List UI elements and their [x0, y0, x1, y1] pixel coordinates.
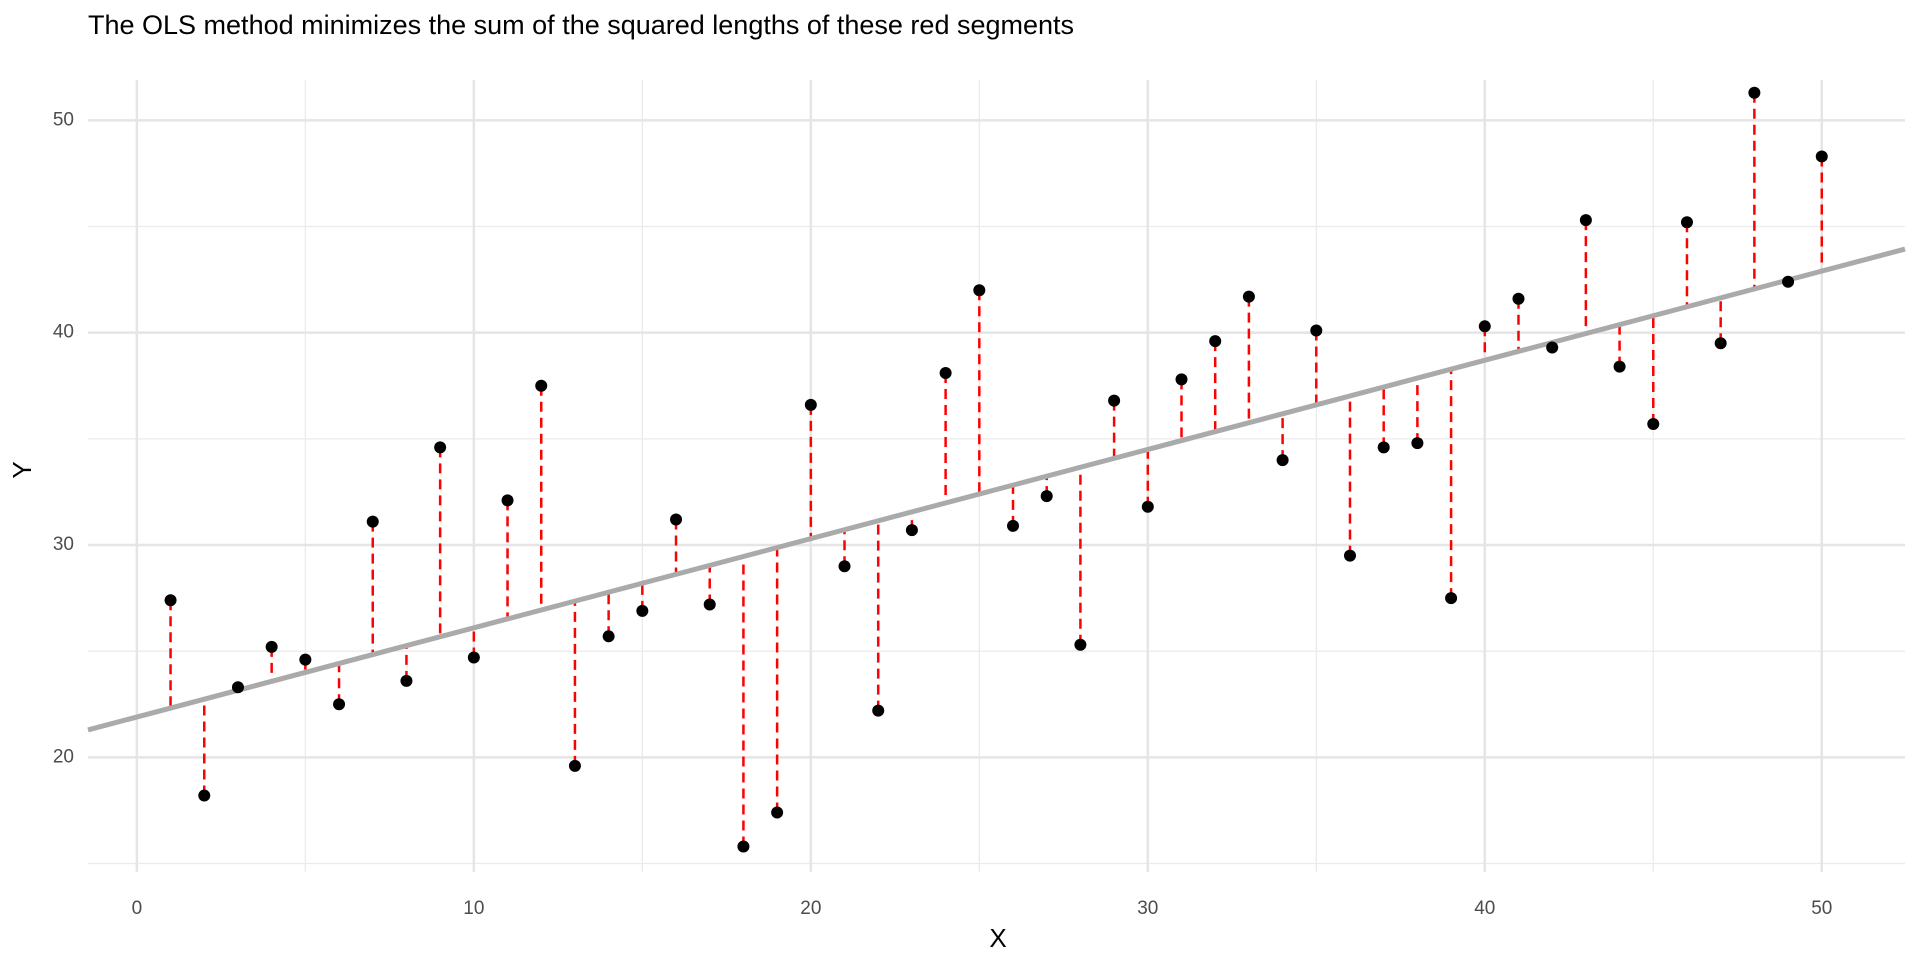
y-tick-label: 40	[53, 322, 74, 343]
point	[1108, 394, 1121, 407]
point	[1377, 441, 1390, 454]
chart-title: The OLS method minimizes the sum of the …	[88, 10, 1074, 40]
point	[1748, 86, 1761, 99]
point	[1040, 490, 1053, 503]
y-axis-title: Y	[7, 461, 37, 478]
point	[1680, 216, 1693, 229]
point	[602, 630, 615, 643]
point	[400, 674, 413, 687]
point	[1141, 500, 1154, 513]
x-tick-label: 10	[463, 898, 484, 919]
x-tick-label: 30	[1137, 898, 1158, 919]
point	[467, 651, 480, 664]
point	[771, 806, 784, 819]
point	[1074, 638, 1087, 651]
point	[1445, 592, 1458, 605]
point	[1546, 341, 1559, 354]
point	[333, 698, 346, 711]
point	[198, 789, 211, 802]
y-tick-label: 50	[53, 109, 74, 130]
point	[501, 494, 514, 507]
point	[737, 840, 750, 853]
point	[164, 594, 177, 607]
point	[1007, 519, 1020, 532]
point	[434, 441, 447, 454]
point	[231, 681, 244, 694]
x-tick-label: 0	[132, 898, 143, 919]
point	[1310, 324, 1323, 337]
point	[1782, 275, 1795, 288]
point	[939, 367, 952, 380]
point	[568, 759, 581, 772]
x-axis-title: X	[989, 923, 1006, 953]
point	[1175, 373, 1188, 386]
y-tick-label: 30	[53, 534, 74, 555]
point	[1242, 290, 1255, 303]
point	[299, 653, 312, 666]
x-tick-label: 50	[1811, 898, 1832, 919]
point	[366, 515, 379, 528]
point	[1647, 417, 1660, 430]
point	[1579, 214, 1592, 227]
point	[838, 560, 851, 573]
point	[1276, 454, 1289, 467]
point	[1411, 437, 1424, 450]
point	[905, 524, 918, 537]
point	[804, 398, 817, 411]
y-tick-label: 20	[53, 746, 74, 767]
point	[636, 604, 649, 617]
fit-line	[87, 246, 1906, 733]
point	[1343, 549, 1356, 562]
point	[1512, 292, 1525, 305]
point	[1478, 320, 1491, 333]
x-tick-label: 20	[800, 898, 821, 919]
point	[1209, 335, 1222, 348]
point	[670, 513, 683, 526]
point	[973, 284, 986, 297]
point	[1815, 150, 1828, 163]
point	[703, 598, 716, 611]
point	[1613, 360, 1626, 373]
x-tick-label: 40	[1474, 898, 1495, 919]
point	[1714, 337, 1727, 350]
point	[265, 640, 278, 653]
point	[872, 704, 885, 717]
point	[535, 379, 548, 392]
